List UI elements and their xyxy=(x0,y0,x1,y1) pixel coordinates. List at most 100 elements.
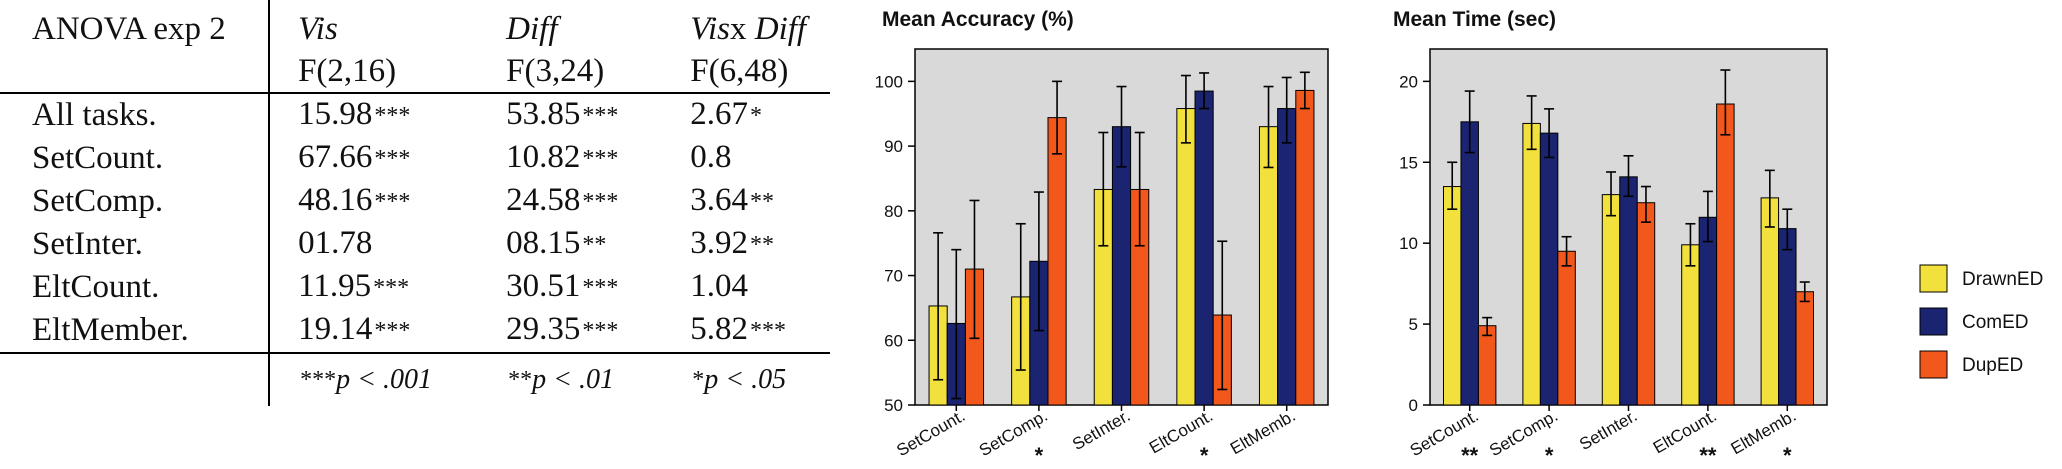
significance-stars: * xyxy=(1200,443,1209,468)
row-label: SetInter. xyxy=(32,226,143,262)
significance-stars: ** xyxy=(1699,443,1717,468)
sig-stars: *** xyxy=(582,318,619,344)
header-diff: Diff xyxy=(506,11,558,47)
cell-interaction: 3.92** xyxy=(662,223,830,266)
y-tick-label: 10 xyxy=(1399,234,1418,253)
header-df-diff: F(3,24) xyxy=(478,50,663,94)
table-row: SetCount. 67.66*** 10.82*** 0.8 xyxy=(0,137,830,180)
cell-value: 10.82 xyxy=(506,139,581,175)
y-tick-label: 100 xyxy=(875,72,903,91)
cell-value: 1.04 xyxy=(690,268,749,304)
footnote-1-text: p < .001 xyxy=(336,364,432,395)
row-label: SetCount. xyxy=(32,140,164,176)
cell-diff: 53.85*** xyxy=(478,93,662,137)
sig-stars: *** xyxy=(582,275,619,301)
bar-ComED-SetComp. xyxy=(1539,132,1559,406)
sig-stars: *** xyxy=(582,146,619,172)
cell-vis: 19.14*** xyxy=(268,309,479,354)
sig-stars: * xyxy=(750,103,763,129)
sig-stars: *** xyxy=(582,189,619,215)
footnote-3-text: p < .05 xyxy=(704,364,787,395)
row-label: EltMember. xyxy=(0,309,270,354)
y-tick-label: 0 xyxy=(1409,396,1418,415)
table-header-row-1: ANOVA exp 2 Vis Diff Visx Diff xyxy=(0,0,830,50)
bar-DrawnED-SetInter. xyxy=(1601,194,1621,406)
footnote-1: ***p < .001 xyxy=(268,353,479,406)
bar-DrawnED-EltMemb. xyxy=(1258,126,1279,406)
cell-diff: 10.82*** xyxy=(478,137,662,180)
cell-value: 11.95 xyxy=(298,268,372,304)
sig-stars: ** xyxy=(750,189,775,215)
chart-title: Mean Accuracy (%) xyxy=(882,8,1074,31)
bar-DupED-EltMemb. xyxy=(1795,291,1815,406)
header-vis: Vis xyxy=(268,0,479,50)
row-label: All tasks. xyxy=(32,97,157,133)
cell-value: 3.64 xyxy=(690,182,749,218)
table-footnotes: ***p < .001 **p < .01 *p < .05 xyxy=(0,353,830,406)
cell-value: 3.92 xyxy=(690,225,749,261)
sig-stars: ** xyxy=(750,232,775,258)
bar-ComED-EltMemb. xyxy=(1778,228,1797,406)
x-tick-label: SetCount. xyxy=(893,406,968,460)
cell-value: 48.16 xyxy=(298,182,373,218)
legend-label-ComED: ComED xyxy=(1962,312,2029,333)
footnote-3-stars: * xyxy=(692,367,705,393)
bar-DupED-SetComp. xyxy=(1557,250,1576,406)
x-tick-label: SetInter. xyxy=(1576,406,1640,454)
header-interaction-b: x xyxy=(730,11,747,47)
footnote-2-text: p < .01 xyxy=(532,364,615,395)
cell-vis: 48.16*** xyxy=(268,180,479,223)
sig-stars: *** xyxy=(374,318,411,344)
row-label: SetComp. xyxy=(32,183,164,219)
y-tick-label: 90 xyxy=(884,137,903,156)
bar-DrawnED-SetComp. xyxy=(1522,122,1541,406)
cell-value: 5.82 xyxy=(690,311,749,347)
cell-interaction: 5.82*** xyxy=(662,309,830,354)
footnote-1-stars: *** xyxy=(300,367,337,393)
significance-stars: * xyxy=(1545,443,1554,468)
cell-vis: 15.98*** xyxy=(268,93,479,137)
sig-stars: ** xyxy=(582,232,607,258)
table-row: EltMember. 19.14*** 29.35*** 5.82*** xyxy=(0,309,830,354)
chart-title: Mean Time (sec) xyxy=(1393,8,1556,31)
header-interaction-a: Vis xyxy=(690,11,730,47)
cell-vis: 67.66*** xyxy=(268,137,479,180)
anova-title: ANOVA exp 2 xyxy=(32,11,226,47)
bar-ComED-SetInter. xyxy=(1111,126,1132,406)
x-tick-label: SetInter. xyxy=(1069,406,1133,454)
cell-value: 19.14 xyxy=(298,311,373,347)
footnote-2: **p < .01 xyxy=(478,353,662,406)
y-tick-label: 5 xyxy=(1409,315,1418,334)
cell-value: 08.15 xyxy=(506,225,581,261)
significance-stars: * xyxy=(1035,443,1044,468)
cell-vis: 01.78 xyxy=(268,223,479,266)
bar-DupED-EltCount. xyxy=(1716,103,1735,406)
bar-ComED-EltCount. xyxy=(1194,90,1214,406)
cell-value: 67.66 xyxy=(298,139,373,175)
legend: DrawnED ComED DupED xyxy=(1919,264,2043,379)
cell-interaction: 0.8 xyxy=(662,137,830,180)
cell-diff: 30.51*** xyxy=(478,266,662,309)
y-tick-label: 15 xyxy=(1399,153,1418,172)
y-tick-label: 20 xyxy=(1399,72,1418,91)
y-tick-label: 50 xyxy=(884,396,903,415)
sig-stars: *** xyxy=(373,275,410,301)
table-row: SetComp. 48.16*** 24.58*** 3.64** xyxy=(0,180,830,223)
header-blank xyxy=(0,50,270,94)
bar-DupED-EltMemb. xyxy=(1295,89,1315,406)
legend-swatch-ComED xyxy=(1919,307,1948,336)
bar-ComED-EltCount. xyxy=(1698,216,1718,406)
header-df-vis: F(2,16) xyxy=(268,50,479,94)
bar-DrawnED-SetCount. xyxy=(1442,186,1462,406)
sig-stars: *** xyxy=(374,146,411,172)
table-row: SetInter. 01.78 08.15** 3.92** xyxy=(0,223,830,266)
cell-diff: 24.58*** xyxy=(478,180,662,223)
cell-value: 2.67 xyxy=(690,96,749,132)
cell-value: 01.78 xyxy=(298,225,373,261)
footnote-3: *p < .05 xyxy=(662,353,830,406)
bar-DrawnED-EltCount. xyxy=(1176,108,1196,406)
bar-DupED-SetCount. xyxy=(1477,325,1497,406)
significance-stars: * xyxy=(1783,443,1792,468)
x-tick-label: EltMemb. xyxy=(1227,406,1299,458)
bar-DrawnED-EltMemb. xyxy=(1760,197,1780,406)
